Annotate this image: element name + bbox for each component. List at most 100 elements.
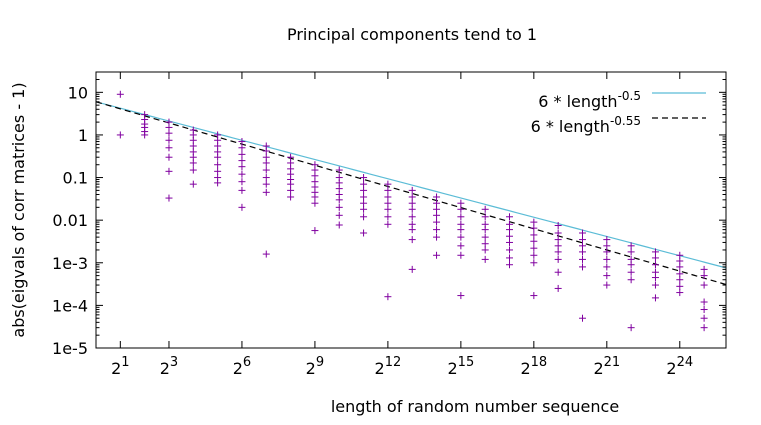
data-point — [384, 293, 392, 301]
data-point — [481, 213, 489, 221]
data-point — [530, 292, 538, 300]
legend-label-series-1: 6 * length-0.5 — [538, 89, 641, 111]
data-point — [554, 242, 562, 250]
data-point — [238, 203, 246, 211]
y-axis-label: abs(eigvals of corr matrices - 1) — [9, 82, 28, 337]
data-point — [700, 281, 708, 289]
data-point — [189, 159, 197, 167]
data-point — [481, 240, 489, 248]
data-point — [651, 248, 659, 256]
data-point — [627, 324, 635, 332]
data-point — [627, 276, 635, 284]
data-point — [360, 229, 368, 237]
data-point — [384, 186, 392, 194]
data-point — [360, 174, 368, 182]
data-point — [676, 282, 684, 290]
data-point — [676, 270, 684, 278]
plot-area — [96, 90, 726, 332]
data-point — [165, 167, 173, 175]
data-point — [554, 284, 562, 292]
data-point — [165, 136, 173, 144]
data-point — [457, 251, 465, 259]
data-point — [384, 180, 392, 188]
x-axis-label: length of random number sequence — [331, 397, 619, 416]
data-point — [700, 298, 708, 306]
data-point — [335, 221, 343, 229]
data-point — [506, 246, 514, 254]
data-point — [578, 229, 586, 237]
data-point — [554, 248, 562, 256]
data-point — [238, 144, 246, 152]
data-point — [287, 180, 295, 188]
data-point — [627, 242, 635, 250]
data-point — [603, 236, 611, 244]
data-point — [238, 163, 246, 171]
data-point — [554, 255, 562, 263]
data-point — [457, 292, 465, 300]
data-point — [603, 255, 611, 263]
x-tick-label: 221 — [593, 355, 620, 378]
data-point — [165, 153, 173, 161]
data-point — [530, 231, 538, 239]
data-point — [433, 211, 441, 219]
data-point — [457, 242, 465, 250]
data-point — [603, 281, 611, 289]
data-point — [287, 186, 295, 194]
data-point — [116, 90, 124, 98]
data-point — [384, 220, 392, 228]
data-point — [506, 261, 514, 269]
plot-frame — [95, 71, 727, 349]
data-point — [433, 218, 441, 226]
data-point — [408, 213, 416, 221]
data-point — [651, 261, 659, 269]
data-point — [141, 131, 149, 139]
data-point — [481, 255, 489, 263]
data-point — [408, 226, 416, 234]
data-point — [457, 213, 465, 221]
data-point — [335, 196, 343, 204]
data-point — [627, 268, 635, 276]
data-point — [189, 166, 197, 174]
data-point — [311, 199, 319, 207]
data-point — [408, 186, 416, 194]
data-point — [530, 244, 538, 252]
y-tick-label: 1e-5 — [52, 339, 88, 358]
data-point — [578, 255, 586, 263]
data-point — [506, 238, 514, 246]
data-point — [165, 144, 173, 152]
data-point — [408, 193, 416, 201]
data-point — [408, 265, 416, 273]
data-point — [433, 233, 441, 241]
data-point — [408, 205, 416, 213]
data-point — [165, 129, 173, 137]
data-point — [578, 248, 586, 256]
data-point — [287, 159, 295, 167]
y-tick-label: 10 — [68, 83, 88, 102]
y-tick-label: 1 — [78, 126, 88, 145]
data-point — [700, 265, 708, 273]
data-point — [238, 186, 246, 194]
data-point — [238, 138, 246, 146]
data-point — [360, 180, 368, 188]
data-point — [603, 242, 611, 250]
data-point — [384, 199, 392, 207]
data-point — [676, 289, 684, 297]
y-tick-label: 1e-4 — [52, 296, 88, 315]
data-point — [287, 193, 295, 201]
legend: 6 * length-0.5 6 * length-0.55 — [531, 89, 706, 136]
data-point — [530, 224, 538, 232]
x-tick-label: 215 — [447, 355, 474, 378]
data-point — [457, 205, 465, 213]
data-point — [481, 246, 489, 254]
x-tick-label: 23 — [160, 355, 178, 378]
data-point — [116, 131, 124, 139]
data-point — [506, 226, 514, 234]
data-point — [530, 237, 538, 245]
data-point — [603, 263, 611, 271]
data-point — [433, 205, 441, 213]
legend-label-series-2: 6 * length-0.55 — [531, 114, 641, 136]
data-point — [578, 314, 586, 322]
data-point — [214, 167, 222, 175]
data-point — [189, 142, 197, 150]
